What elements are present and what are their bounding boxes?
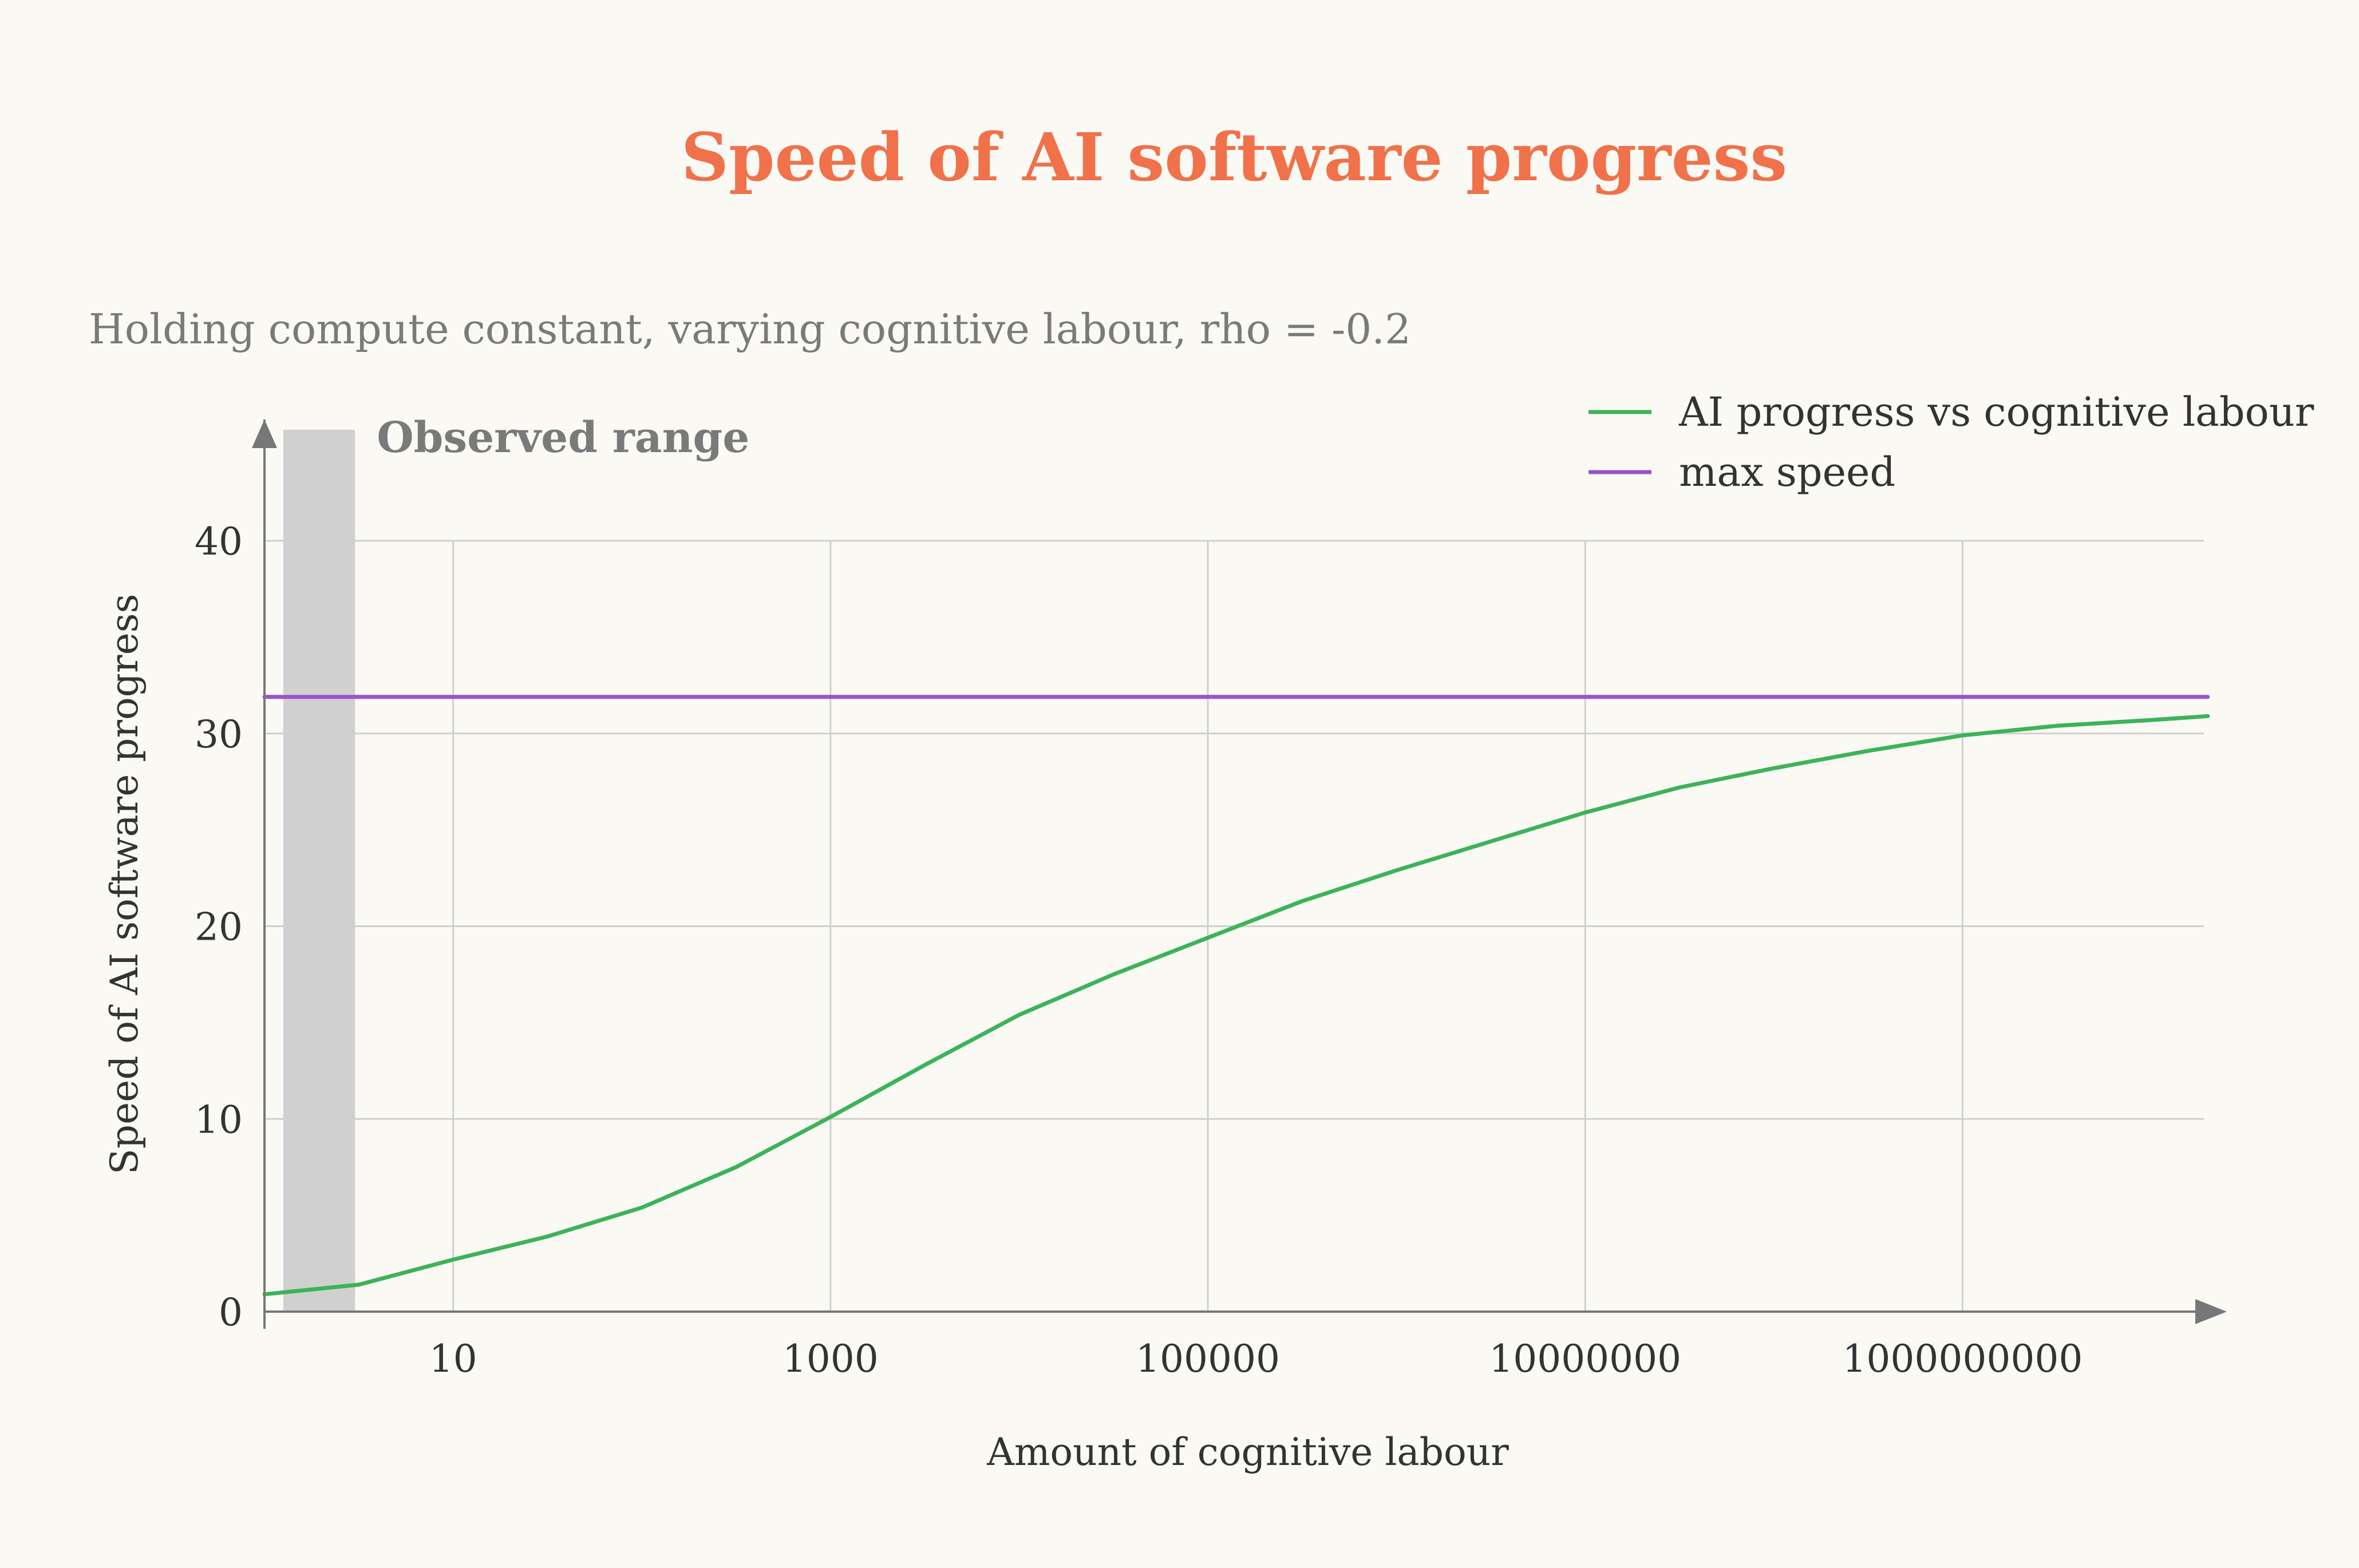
axes: [252, 419, 2227, 1329]
observed-range-band: [283, 429, 355, 1312]
legend-label-ai-progress: AI progress vs cognitive labour: [1678, 389, 2314, 435]
y-axis-arrow: [252, 419, 277, 448]
x-axis-label: Amount of cognitive labour: [986, 1430, 1509, 1474]
x-tick-label-1000000000: 1000000000: [1842, 1337, 2083, 1381]
series-layer: [262, 695, 2210, 1297]
x-tick-label-10000000: 10000000: [1489, 1337, 1681, 1381]
legend-label-max-speed: max speed: [1679, 449, 1895, 496]
chart-subtitle: Holding compute constant, varying cognit…: [89, 305, 1411, 353]
y-tick-label-40: 40: [195, 520, 243, 564]
ticks: 0 10 20 30 40 10 1000 100000 10000000 1000000000: [195, 520, 2083, 1381]
x-axis-arrow: [2195, 1299, 2227, 1324]
y-axis-label: Speed of AI software progress: [102, 594, 147, 1175]
y-tick-label-0: 0: [219, 1290, 243, 1335]
x-tick-label-1000: 1000: [783, 1337, 879, 1381]
chart-title: Speed of AI software progress: [681, 119, 1787, 196]
legend: AI progress vs cognitive labour max speed: [1589, 389, 2314, 496]
observed-range: Observed range: [283, 413, 749, 1312]
y-tick-label-10: 10: [195, 1098, 243, 1142]
series-line-ai-progress: [262, 714, 2210, 1297]
grid: [264, 540, 2204, 1312]
observed-range-label: Observed range: [377, 413, 749, 462]
y-tick-label-30: 30: [195, 712, 243, 757]
x-tick-label-100000: 100000: [1136, 1337, 1280, 1381]
y-tick-label-20: 20: [195, 905, 243, 949]
x-tick-label-10: 10: [429, 1337, 477, 1381]
